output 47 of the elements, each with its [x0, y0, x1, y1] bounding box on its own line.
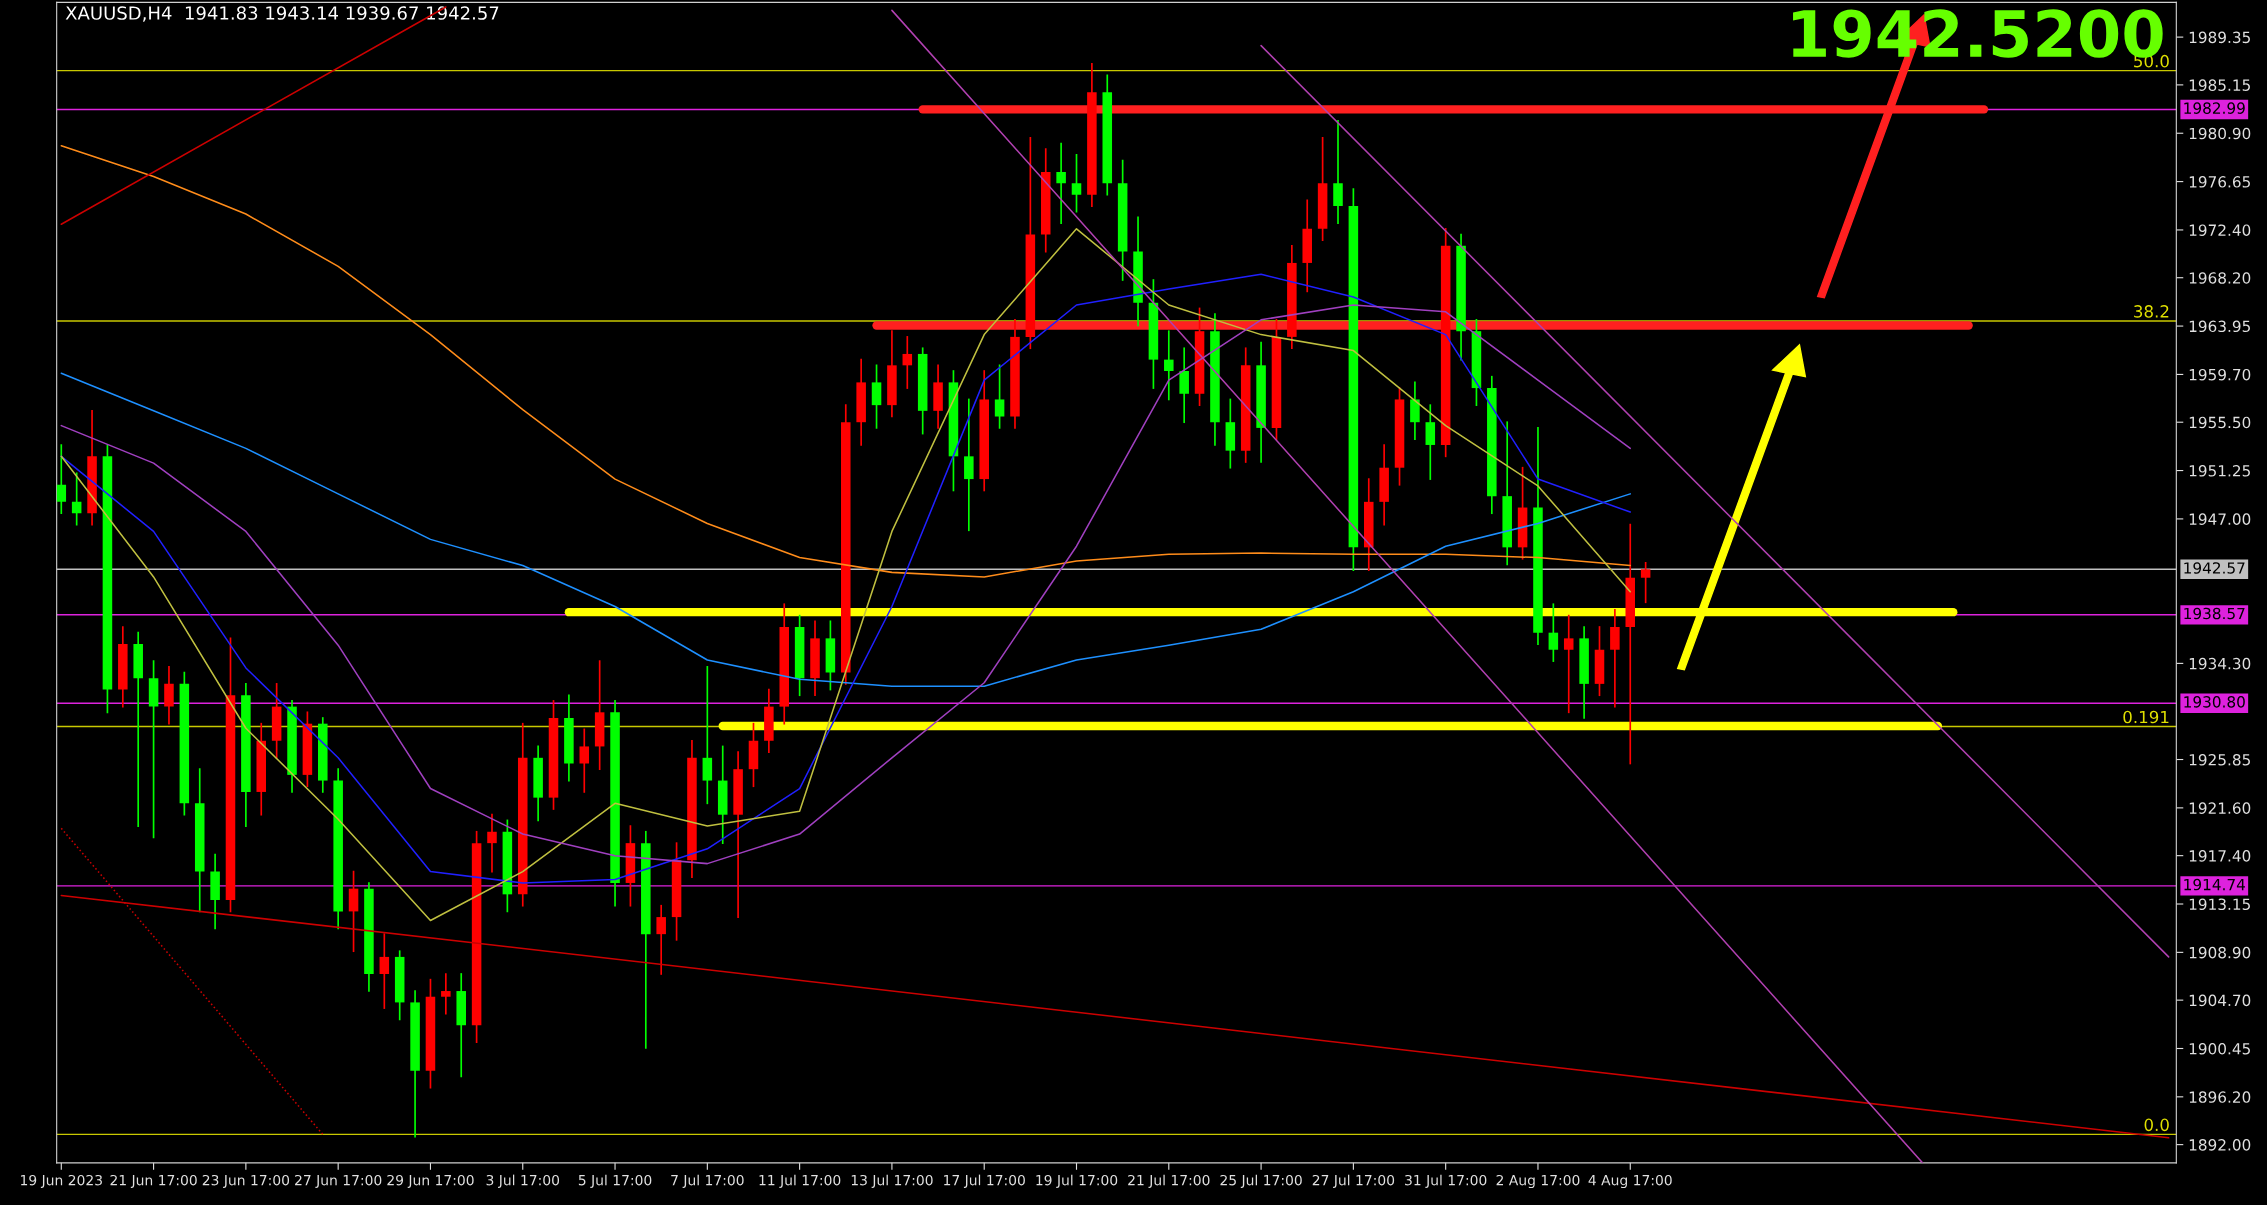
y-tick-label: 1904.70	[2189, 994, 2251, 1007]
y-tick-label: 1913.15	[2189, 898, 2250, 911]
annotation: 0.0	[2144, 1118, 2169, 1132]
x-tick-label: 4 Aug 17:00	[1588, 1174, 1672, 1189]
ref-line-label: 1914.74	[2184, 878, 2245, 891]
y-tick-label: 1908.90	[2189, 946, 2251, 959]
x-tick-label: 7 Jul 17:00	[671, 1174, 744, 1188]
annotation: 38.2	[2134, 305, 2169, 318]
x-tick-label: 25 Jul 17:00	[1220, 1174, 1302, 1188]
y-tick-label: 1934.30	[2189, 657, 2251, 670]
x-tick-label: 3 Jul 17:00	[486, 1174, 560, 1188]
y-tick-label: 1963.95	[2189, 320, 2250, 333]
x-tick-label: 23 Jun 17:00	[202, 1174, 290, 1188]
x-tick-label: 21 Jun 17:00	[110, 1174, 197, 1188]
x-tick-label: 17 Jul 17:00	[944, 1174, 1025, 1188]
y-tick-label: 1921.60	[2189, 802, 2251, 814]
y-tick-label: 1955.50	[2189, 416, 2251, 429]
x-tick-label: 31 Jul 17:00	[1405, 1174, 1487, 1188]
y-tick-label: 1980.90	[2189, 127, 2251, 140]
x-tick-label: 29 Jun 17:00	[387, 1174, 474, 1188]
x-tick-label: 19 Jul 17:00	[1036, 1174, 1118, 1188]
ref-line-label: 1938.57	[2184, 607, 2245, 620]
ref-line-label: 1930.80	[2184, 696, 2245, 708]
y-tick-label: 1896.20	[2189, 1091, 2251, 1103]
y-tick-label: 1989.35	[2189, 31, 2250, 44]
y-tick-label: 1959.70	[2189, 368, 2251, 381]
y-tick-label: 1972.40	[2189, 224, 2251, 236]
y-tick-label: 1892.00	[2189, 1139, 2251, 1151]
y-tick-label: 1951.25	[2189, 465, 2250, 477]
y-tick-label: 1968.20	[2189, 272, 2251, 284]
y-tick-label: 1917.40	[2189, 850, 2251, 862]
x-tick-label: 19 Jun 2023	[21, 1174, 102, 1188]
ref-line-label: 1942.57	[2184, 562, 2245, 574]
x-tick-label: 27 Jun 17:00	[295, 1174, 382, 1188]
x-tick-label: 5 Jul 17:00	[578, 1174, 652, 1188]
y-tick-label: 1976.65	[2189, 176, 2250, 188]
x-tick-label: 2 Aug 17:00	[1496, 1174, 1580, 1189]
y-tick-label: 1900.45	[2189, 1042, 2250, 1055]
x-tick-label: 13 Jul 17:00	[851, 1174, 933, 1188]
x-tick-label: 21 Jul 17:00	[1128, 1174, 1210, 1188]
annotation: 0.191	[2123, 710, 2169, 724]
y-tick-label: 1947.00	[2189, 513, 2251, 525]
x-tick-label: 11 Jul 17:00	[759, 1174, 841, 1188]
ref-line-label: 1982.99	[2184, 102, 2245, 114]
y-tick-label: 1985.15	[2189, 79, 2250, 91]
y-tick-label: 1925.85	[2189, 753, 2250, 766]
x-tick-label: 27 Jul 17:00	[1312, 1174, 1395, 1188]
